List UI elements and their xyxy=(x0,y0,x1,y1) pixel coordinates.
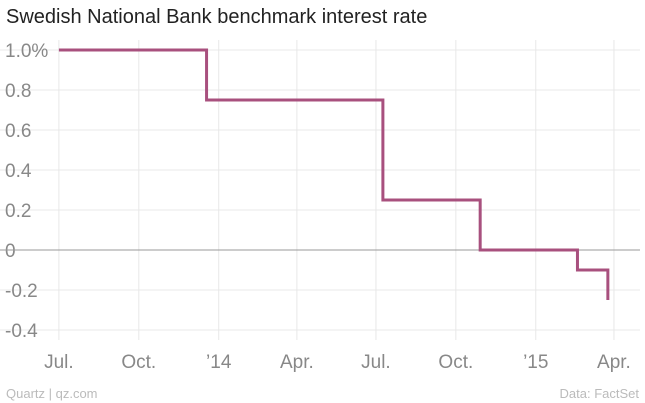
x-tick-label: ’15 xyxy=(523,352,548,373)
y-gridlines xyxy=(0,49,640,331)
y-tick-label: 0 xyxy=(5,241,16,262)
y-tick-label: 0.6 xyxy=(5,121,31,142)
x-tick-label: Apr. xyxy=(597,352,631,373)
y-tick-label: 0.4 xyxy=(5,161,32,182)
data-source: Data: FactSet xyxy=(559,386,639,401)
series-layer xyxy=(58,48,610,300)
x-tick-label: Jul. xyxy=(44,352,74,373)
y-tick-label: 1.0% xyxy=(5,41,48,62)
x-gridlines xyxy=(58,40,615,340)
y-tick-label: -0.2 xyxy=(5,281,38,302)
x-axis-labels: Jul. Oct. ’14 Apr. Jul. Oct. ’15 Apr. xyxy=(44,352,631,373)
y-axis-labels: 1.0% 0.8 0.6 0.4 0.2 0 -0.2 -0.4 xyxy=(5,41,48,342)
x-tick-label: Oct. xyxy=(121,352,156,373)
x-tick-label: Jul. xyxy=(361,352,391,373)
x-tick-label: Oct. xyxy=(438,352,473,373)
series-line xyxy=(58,48,610,300)
source-credit: Quartz | qz.com xyxy=(6,386,98,401)
y-tick-label: 0.8 xyxy=(5,81,31,102)
y-tick-label: -0.4 xyxy=(5,321,38,342)
x-tick-label: Apr. xyxy=(280,352,314,373)
x-tick-label: ’14 xyxy=(206,352,232,373)
y-tick-label: 0.2 xyxy=(5,201,31,222)
chart-title: Swedish National Bank benchmark interest… xyxy=(6,6,428,28)
